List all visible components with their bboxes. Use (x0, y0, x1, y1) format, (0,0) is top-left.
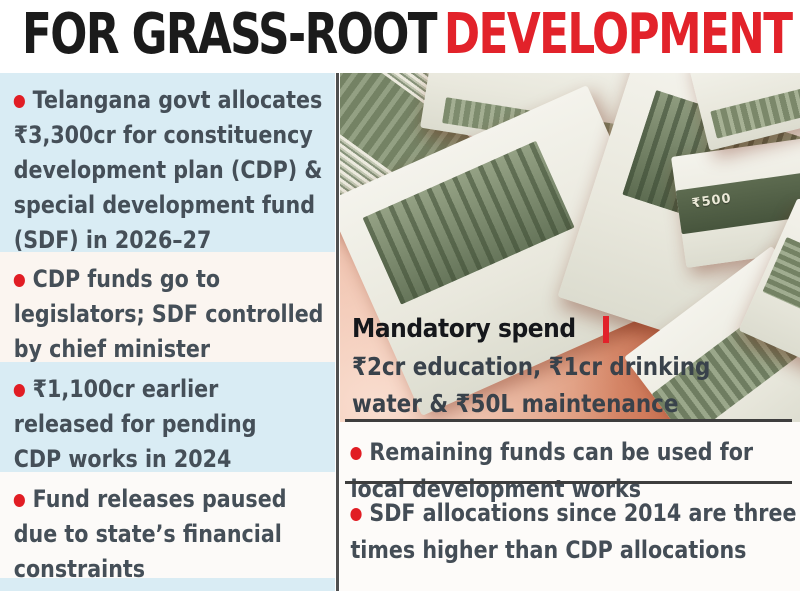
right-bullet-sdf-allocations: SDF allocations since 2014 are three tim… (347, 489, 800, 569)
left-panel-block-2: CDP funds go to legislators; SDF control… (0, 252, 335, 363)
bullet-item: ₹1,100cr earlier released for pending CD… (0, 362, 334, 477)
mandatory-spend-heading: Mandatory spend (352, 314, 576, 344)
page-title-black: FOR GRASS-ROOT (22, 2, 438, 67)
bullet-item: CDP funds go to legislators; SDF control… (0, 252, 334, 367)
bullet-dot-icon (13, 384, 25, 397)
bullet-dot-icon (350, 447, 362, 460)
bullet-text-cdp-funds: CDP funds go to legislators; SDF control… (13, 265, 324, 363)
bullet-item: Telangana govt allocates ₹3,300cr for co… (0, 73, 334, 258)
rupee-500-label: ₹500 (690, 191, 733, 212)
bullet-dot-icon (13, 274, 25, 287)
currency-notes-photo: ₹500 (340, 73, 800, 422)
bullet-text-remaining-funds: Remaining funds can be used for local de… (350, 438, 754, 503)
mandatory-spend-heading-row: Mandatory spend | (352, 314, 798, 344)
left-panel-bottom-strip (0, 578, 335, 591)
bullet-text-sdf-allocations: SDF allocations since 2014 are three tim… (350, 499, 797, 564)
right-bullet-remaining-funds: Remaining funds can be used for local de… (347, 428, 800, 508)
bullet-text-earlier-release: ₹1,100cr earlier released for pending CD… (13, 375, 257, 473)
left-panel-block-4: Fund releases paused due to state’s fina… (0, 472, 335, 583)
right-panel-bottom-area (340, 422, 800, 591)
bullet-item: SDF allocations since 2014 are three tim… (347, 489, 798, 569)
bullet-text-allocation: Telangana govt allocates ₹3,300cr for co… (13, 86, 323, 254)
bullet-dot-icon (13, 95, 25, 108)
page-title-red: DEVELOPMENT (443, 2, 793, 67)
page-title: FOR GRASS-ROOT DEVELOPMENT (22, 2, 793, 68)
bullet-dot-icon (13, 494, 25, 507)
bullet-dot-icon (350, 508, 362, 521)
vertical-divider (336, 73, 339, 591)
mandatory-spend-section: Mandatory spend | ₹2cr education, ₹1cr d… (352, 314, 798, 422)
horizontal-divider (345, 419, 792, 422)
bullet-text-fund-pause: Fund releases paused due to state’s fina… (13, 485, 287, 583)
bullet-item: Remaining funds can be used for local de… (347, 428, 798, 508)
mandatory-spend-detail: ₹2cr education, ₹1cr drinking water & ₹5… (352, 352, 711, 418)
horizontal-divider (345, 481, 792, 484)
red-bar-icon: | (602, 315, 609, 343)
left-panel-block-1: Telangana govt allocates ₹3,300cr for co… (0, 73, 335, 254)
bullet-item: Fund releases paused due to state’s fina… (0, 472, 334, 587)
left-panel-block-3: ₹1,100cr earlier released for pending CD… (0, 362, 335, 473)
